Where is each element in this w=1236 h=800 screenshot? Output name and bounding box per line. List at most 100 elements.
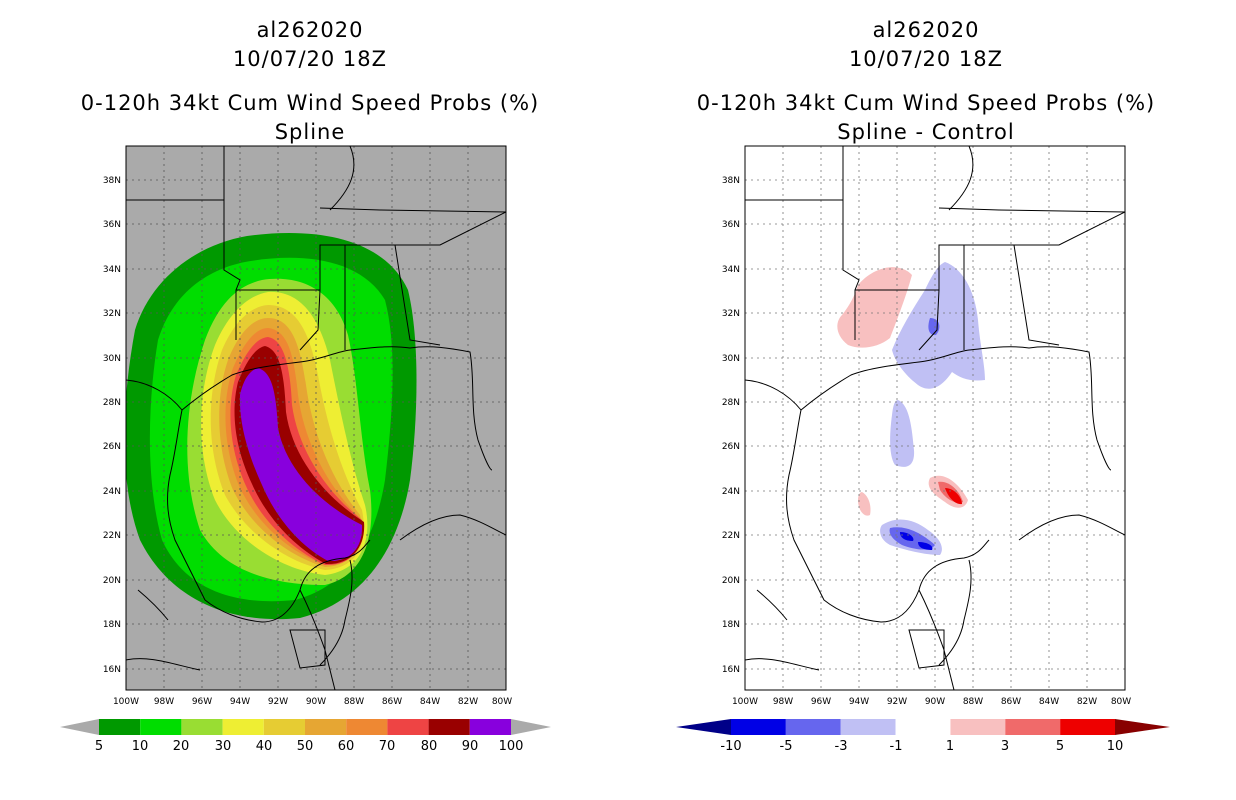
diff-positive-small <box>858 492 871 516</box>
left-colorbar-label: 20 <box>173 739 190 754</box>
right-lon-label: 86W <box>1001 697 1021 707</box>
left-colorbar: 5 10 20 30 40 50 60 70 80 90 100 <box>60 719 551 754</box>
left-lat-label: 28N <box>103 398 121 408</box>
left-lat-label: 32N <box>103 309 121 319</box>
right-lat-label: 16N <box>722 665 740 675</box>
left-lat-label: 34N <box>103 265 121 275</box>
left-lon-label: 98W <box>154 697 174 707</box>
contour-90 <box>239 368 363 562</box>
left-lon-label: 86W <box>382 697 402 707</box>
left-lat-label: 26N <box>103 442 121 452</box>
left-borders <box>126 146 506 351</box>
left-lon-label: 88W <box>344 697 364 707</box>
left-probability-contours <box>126 232 417 620</box>
left-lon-label: 100W <box>113 697 139 707</box>
right-colorbar-swatch <box>895 719 951 735</box>
diff-negative-gulf <box>890 400 915 467</box>
right-lon-label: 88W <box>963 697 983 707</box>
left-colorbar-label: 10 <box>132 739 149 754</box>
right-title-method: Spline - Control <box>837 120 1015 144</box>
right-lat-label: 36N <box>722 220 740 230</box>
right-colorbar-label: -3 <box>835 739 848 754</box>
right-colorbar-label: -1 <box>890 739 903 754</box>
right-colorbar-low-arrow <box>676 719 731 735</box>
left-lon-label: 94W <box>230 697 250 707</box>
right-lon-label: 84W <box>1039 697 1059 707</box>
right-lat-label: 20N <box>722 576 740 586</box>
right-lat-label: 28N <box>722 398 740 408</box>
right-lat-labels: 38N 36N 34N 32N 30N 28N 26N 24N 22N 20N … <box>722 176 740 675</box>
left-colorbar-swatch <box>305 719 347 735</box>
left-lon-label: 80W <box>492 697 512 707</box>
right-lon-label: 82W <box>1077 697 1097 707</box>
diff-positive-gulf-core <box>945 488 962 505</box>
left-colorbar-label: 40 <box>256 739 273 754</box>
left-colorbar-label: 30 <box>215 739 232 754</box>
right-colorbar-swatch <box>950 719 1006 735</box>
left-title-method: Spline <box>274 120 346 144</box>
left-grid <box>126 146 506 690</box>
left-lat-labels: 38N 36N 34N 32N 30N 28N 26N 24N 22N 20N … <box>103 176 121 675</box>
right-lon-label: 80W <box>1111 697 1131 707</box>
right-lat-label: 22N <box>722 531 740 541</box>
left-colorbar-swatch <box>428 719 470 735</box>
right-lat-label: 24N <box>722 487 740 497</box>
diff-positive-west <box>837 267 912 348</box>
left-colorbar-swatch <box>387 719 429 735</box>
left-colorbar-low-arrow <box>60 719 99 735</box>
right-colorbar-label: -5 <box>780 739 793 754</box>
left-colorbar-swatch <box>222 719 264 735</box>
left-lat-label: 36N <box>103 220 121 230</box>
diff-negative-south-core <box>900 532 914 541</box>
left-map-frame <box>125 145 507 691</box>
left-lon-label: 92W <box>268 697 288 707</box>
right-colorbar-label: 10 <box>1107 739 1124 754</box>
left-colorbar-swatch <box>469 719 511 735</box>
right-lon-label: 94W <box>849 697 869 707</box>
right-grid <box>745 146 1125 690</box>
left-title-date: 10/07/20 18Z <box>232 47 388 71</box>
left-lat-label: 24N <box>103 487 121 497</box>
right-colorbar-label: 3 <box>1001 739 1009 754</box>
left-lon-labels: 100W 98W 96W 94W 92W 90W 88W 86W 84W 82W… <box>113 697 512 707</box>
diff-negative-south-core2 <box>918 542 933 550</box>
left-lon-label: 90W <box>306 697 326 707</box>
left-lat-label: 18N <box>103 620 121 630</box>
right-lat-label: 30N <box>722 354 740 364</box>
left-lat-label: 30N <box>103 354 121 364</box>
right-lon-label: 90W <box>925 697 945 707</box>
left-lon-label: 82W <box>458 697 478 707</box>
left-lat-label: 16N <box>103 665 121 675</box>
right-colorbar-swatch <box>1005 719 1061 735</box>
right-lat-label: 32N <box>722 309 740 319</box>
left-map: 38N 36N 34N 32N 30N 28N 26N 24N 22N 20N … <box>103 145 512 707</box>
right-colorbar-swatch <box>785 719 841 735</box>
left-lat-label: 38N <box>103 176 121 186</box>
left-lon-label: 84W <box>420 697 440 707</box>
left-colorbar-label: 90 <box>462 739 479 754</box>
left-colorbar-label: 70 <box>379 739 396 754</box>
right-lon-label: 98W <box>773 697 793 707</box>
left-colorbar-high-arrow <box>511 719 551 735</box>
right-colorbar-swatch <box>840 719 896 735</box>
right-map: 38N 36N 34N 32N 30N 28N 26N 24N 22N 20N … <box>722 145 1131 707</box>
left-colorbar-swatch <box>263 719 305 735</box>
right-lon-labels: 100W 98W 96W 94W 92W 90W 88W 86W 84W 82W… <box>732 697 1131 707</box>
left-colorbar-swatch <box>99 719 141 735</box>
right-colorbar: -10 -5 -3 -1 1 3 5 10 <box>676 719 1170 754</box>
right-map-frame <box>744 145 1126 691</box>
left-colorbar-swatch <box>140 719 182 735</box>
right-colorbar-high-arrow <box>1115 719 1170 735</box>
left-title-product: 0-120h 34kt Cum Wind Speed Probs (%) <box>80 91 540 115</box>
left-colorbar-label: 100 <box>499 739 524 754</box>
right-colorbar-label: 1 <box>946 739 954 754</box>
left-lat-label: 20N <box>103 576 121 586</box>
left-lon-label: 96W <box>192 697 212 707</box>
right-lat-label: 34N <box>722 265 740 275</box>
right-lon-label: 96W <box>811 697 831 707</box>
right-lon-label: 100W <box>732 697 758 707</box>
right-lat-label: 26N <box>722 442 740 452</box>
right-lat-label: 38N <box>722 176 740 186</box>
left-colorbar-label: 50 <box>297 739 314 754</box>
left-colorbar-label: 60 <box>338 739 355 754</box>
